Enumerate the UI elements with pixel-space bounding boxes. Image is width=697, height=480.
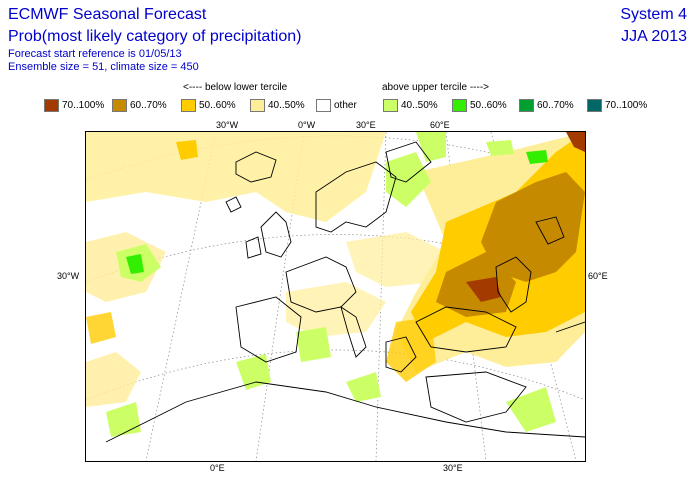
legend-label: other [334, 100, 357, 111]
above-tercile-note: above upper tercile ----> [382, 82, 489, 93]
legend-swatch [519, 99, 534, 112]
legend-label: 50..60% [199, 100, 236, 111]
bottom-axis-label-30e: 30°E [443, 463, 463, 473]
legend-item-below-40-50: 40..50% [250, 99, 305, 112]
map-canvas [86, 132, 585, 461]
legend-swatch [181, 99, 196, 112]
legend-item-other: other [316, 99, 357, 112]
legend-swatch [44, 99, 59, 112]
map-title: ECMWF Seasonal Forecast [8, 6, 207, 23]
season-label: JJA 2013 [621, 28, 687, 45]
legend-label: 40..50% [268, 100, 305, 111]
forecast-start-reference: Forecast start reference is 01/05/13 [8, 48, 182, 60]
legend-label: 70..100% [62, 100, 105, 111]
legend-item-above-40-50: 40..50% [383, 99, 438, 112]
legend-label: 60..70% [130, 100, 167, 111]
bottom-axis-label-0e: 0°E [210, 463, 225, 473]
legend-item-below-50-60: 50..60% [181, 99, 236, 112]
legend-label: 70..100% [605, 100, 648, 111]
left-axis-label-30w: 30°W [57, 271, 80, 281]
top-axis-label-30e: 30°E [356, 120, 376, 130]
legend-swatch [112, 99, 127, 112]
legend-swatch [452, 99, 467, 112]
legend-swatch [250, 99, 265, 112]
legend-swatch [316, 99, 331, 112]
top-axis-label-30w: 30°W [216, 120, 239, 130]
legend-item-above-70-100: 70..100% [587, 99, 647, 112]
map-subtitle: Prob(most likely category of precipitati… [8, 28, 302, 45]
ensemble-size: Ensemble size = 51, climate size = 450 [8, 61, 199, 73]
legend-item-below-70-100: 70..100% [44, 99, 104, 112]
below-tercile-note: <---- below lower tercile [183, 82, 288, 93]
legend-label: 40..50% [401, 100, 438, 111]
legend-label: 50..60% [470, 100, 507, 111]
top-axis-label-0w: 0°W [298, 120, 316, 130]
tercile-probability-shading [86, 132, 585, 437]
legend-swatch [587, 99, 602, 112]
legend-item-above-60-70: 60..70% [519, 99, 574, 112]
legend-item-below-60-70: 60..70% [112, 99, 167, 112]
top-axis-label-60e: 60°E [430, 120, 450, 130]
legend-label: 60..70% [537, 100, 574, 111]
legend-item-above-50-60: 50..60% [452, 99, 507, 112]
system-label: System 4 [620, 6, 687, 23]
right-axis-label-60e: 60°E [588, 271, 608, 281]
coastlines [105, 141, 585, 443]
legend-swatch [383, 99, 398, 112]
forecast-map [85, 131, 586, 462]
